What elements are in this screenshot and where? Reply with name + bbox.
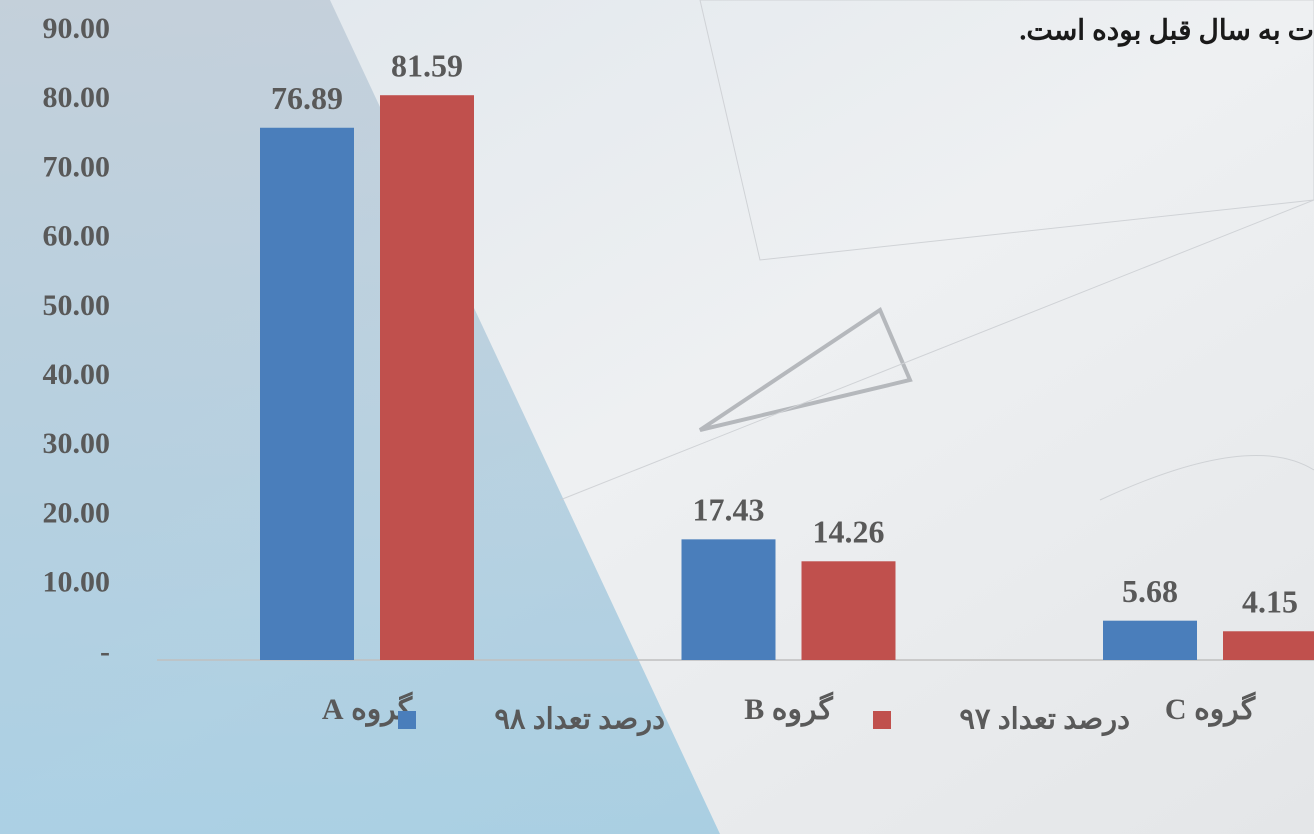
- y-tick-label: 60.00: [43, 220, 111, 253]
- y-tick-label: 10.00: [43, 566, 111, 599]
- y-tick-label: 90.00: [43, 12, 111, 45]
- data-label: 17.43: [693, 492, 765, 528]
- y-tick-label: 30.00: [43, 427, 111, 460]
- bar: [681, 539, 776, 660]
- legend-label: درصد تعداد ۹۸: [494, 704, 665, 737]
- bar: [380, 95, 474, 661]
- data-label: 14.26: [813, 514, 885, 550]
- data-label: 4.15: [1242, 584, 1298, 620]
- bar: [1103, 620, 1197, 660]
- legend-label: درصد تعداد ۹۷: [959, 704, 1130, 737]
- x-tick-label: گروه C: [1165, 691, 1256, 727]
- background-building: [0, 0, 720, 834]
- y-tick-label: 20.00: [43, 496, 111, 529]
- y-tick-label: 40.00: [43, 358, 111, 391]
- data-label: 5.68: [1122, 573, 1178, 609]
- x-tick-label: گروه B: [744, 691, 833, 727]
- background-sketch: [559, 0, 1314, 501]
- bar: [801, 561, 896, 660]
- y-tick-label: -: [100, 635, 110, 668]
- bar: [1223, 631, 1314, 660]
- y-tick-label: 50.00: [43, 289, 111, 322]
- y-tick-label: 70.00: [43, 150, 111, 183]
- legend-swatch: [873, 711, 891, 729]
- data-label: 81.59: [391, 48, 463, 84]
- data-label: 76.89: [271, 80, 343, 116]
- y-tick-label: 80.00: [43, 81, 111, 114]
- x-tick-label: گروه A: [322, 691, 413, 727]
- legend-swatch: [398, 711, 416, 729]
- chart-title: ت به سال قبل بوده است.: [1019, 15, 1314, 47]
- bar: [260, 127, 354, 660]
